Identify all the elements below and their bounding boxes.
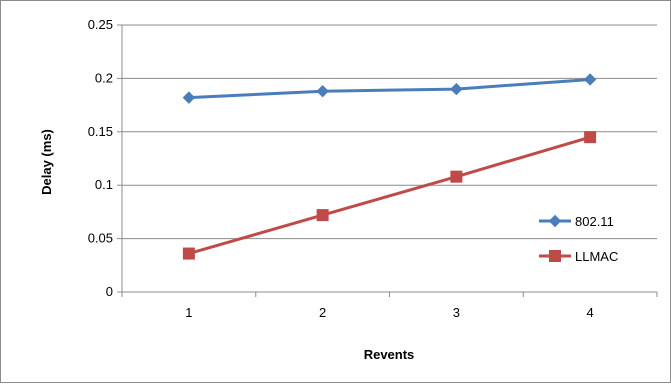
data-point [182, 247, 195, 260]
y-tick-label: 0.25 [88, 17, 113, 32]
y-tick-label: 0 [106, 284, 113, 299]
legend-marker [548, 214, 562, 228]
y-tick-labels: 0 0.05 0.1 0.15 0.2 0.25 [88, 17, 113, 299]
series-group [182, 73, 597, 260]
series-llmac [182, 131, 597, 260]
y-tick-label: 0.1 [95, 177, 113, 192]
grid-lines [122, 24, 657, 240]
legend-marker [549, 250, 561, 262]
x-tick-labels: 1 2 3 4 [185, 305, 593, 320]
data-point [450, 82, 463, 96]
series-line [188, 135, 591, 255]
y-tick-label: 0.15 [88, 124, 113, 139]
data-point [450, 170, 463, 183]
x-tick-label: 2 [319, 305, 326, 320]
legend-item: 802.11 [539, 214, 614, 229]
data-point [583, 73, 597, 86]
y-axis-label: Delay (ms) [39, 129, 54, 195]
legend: 802.11 LLMAC [539, 214, 618, 264]
data-point [316, 209, 329, 222]
data-point [316, 85, 329, 98]
x-tick-label: 3 [453, 305, 460, 320]
x-axis-label: Revents [364, 347, 415, 362]
legend-item: LLMAC [539, 249, 618, 264]
x-tick-label: 1 [185, 305, 192, 320]
legend-label: LLMAC [575, 249, 618, 264]
data-point [584, 131, 597, 144]
legend-label: 802.11 [575, 214, 614, 229]
x-tick-label: 4 [587, 305, 594, 320]
y-tick-label: 0.05 [88, 231, 113, 246]
data-point [182, 91, 196, 104]
y-tick-label: 0.2 [95, 70, 113, 85]
series-line [188, 77, 591, 100]
axes [117, 24, 658, 297]
series-802-11 [182, 73, 597, 104]
